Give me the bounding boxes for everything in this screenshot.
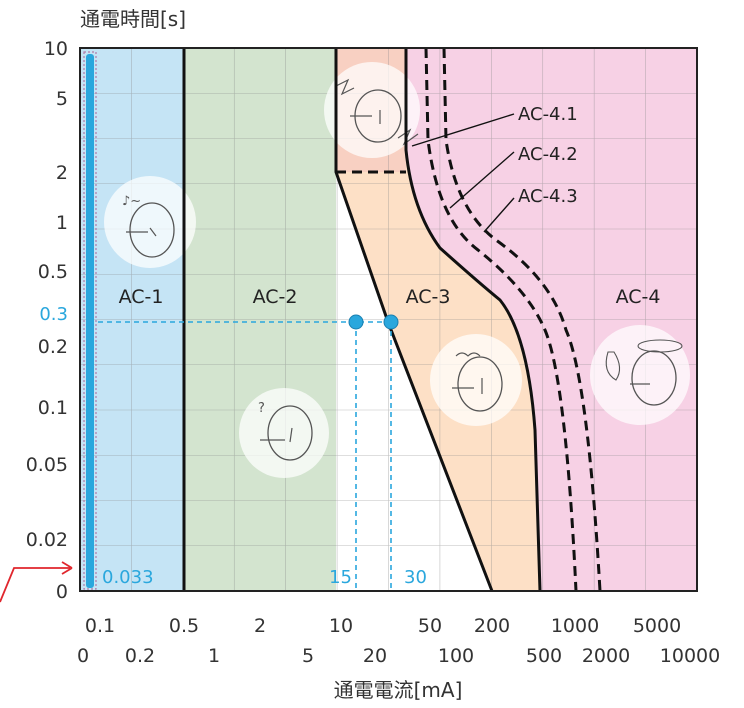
x-tick-label: 0 [77,645,89,667]
leader-ac4-1 [411,113,515,147]
threshold-label: 0.033 [102,567,154,588]
x-tick-label: 1000 [551,615,599,637]
boundary-ac3-ac4 [404,48,542,592]
axis-title-y: 通電時間[s] [80,7,186,31]
threshold-arrow-head [61,561,73,575]
boundary-ac4-2 [442,47,602,592]
boundary-ac4-1 [424,47,578,592]
face-ac1-illustration: ♪~ [104,176,196,268]
ac4-sub-boundaries [424,47,602,592]
y-tick-label: 0.02 [26,529,68,551]
face-shock-illustration [324,62,420,158]
x-tick-label: 5000 [633,615,681,637]
zone-label-ac2: AC-2 [253,286,298,308]
y-tick-label: 0.5 [38,261,68,283]
point-label-15: 15 [329,567,352,588]
y-tick-label: 0.05 [26,454,68,476]
face-ac3-illustration [430,334,522,426]
face-ac2-illustration: ? [239,388,329,478]
ac4-sublabel-2: AC-4.2 [518,144,578,165]
plot-frame [79,47,698,592]
svg-text:♪~: ♪~ [122,194,141,209]
x-tick-label: 10000 [660,645,720,667]
x-tick-label: 0.2 [125,645,155,667]
y-tick-labels: 10 5 2 1 0.5 0.2 0.1 0.05 0.02 0 [26,38,68,603]
x-tick-label: 2 [254,615,266,637]
threshold-band [86,54,94,588]
y-tick-label: 10 [44,38,68,60]
svg-text:?: ? [258,401,265,416]
x-tick-label: 500 [526,645,562,667]
y-tick-label: 0.1 [38,397,68,419]
x-tick-labels: 0.1 0.5 2 10 50 200 1000 5000 0 0.2 1 5 20 100 500 2000… [77,615,720,667]
x-tick-label: 1 [208,645,220,667]
y-tick-label: 2 [56,162,68,184]
y-tick-label: 0 [56,581,68,603]
x-tick-label: 200 [474,615,510,637]
x-tick-label: 0.1 [85,615,115,637]
x-tick-label: 2000 [582,645,630,667]
leader-ac4-3 [483,197,515,233]
ac4-leader-lines [411,113,515,233]
point-label-30: 30 [404,567,427,588]
ac4-sublabel-3: AC-4.3 [518,186,578,207]
x-tick-label: 100 [438,645,474,667]
threshold-arrow [0,567,70,603]
data-points [348,314,399,330]
y-tick-label: 1 [56,212,68,234]
x-tick-label: 5 [302,645,314,667]
face-ac4-illustration [590,325,690,425]
x-tick-label: 50 [418,615,442,637]
guide-lines [98,321,392,591]
zone-label-ac4: AC-4 [616,286,661,308]
axis-title-x: 通電電流[mA] [334,678,463,702]
character-illustrations: ♪~ ? [104,62,690,478]
zone-label-ac1: AC-1 [119,286,164,308]
y-tick-highlight: 0.3 [39,304,68,325]
y-tick-label: 0.2 [38,336,68,358]
y-tick-label: 5 [56,88,68,110]
x-tick-label: 0.5 [169,615,199,637]
ac4-sublabel-1: AC-4.1 [518,104,578,125]
data-point-30 [383,314,399,330]
threshold-band-outline [83,51,97,590]
leader-ac4-2 [449,151,515,209]
x-tick-label: 10 [329,615,353,637]
zone-label-ac3: AC-3 [406,286,451,308]
boundary-ac2-ac3 [334,48,494,592]
zone-boundaries [182,48,542,592]
data-point-15 [348,314,364,330]
x-tick-label: 20 [363,645,387,667]
